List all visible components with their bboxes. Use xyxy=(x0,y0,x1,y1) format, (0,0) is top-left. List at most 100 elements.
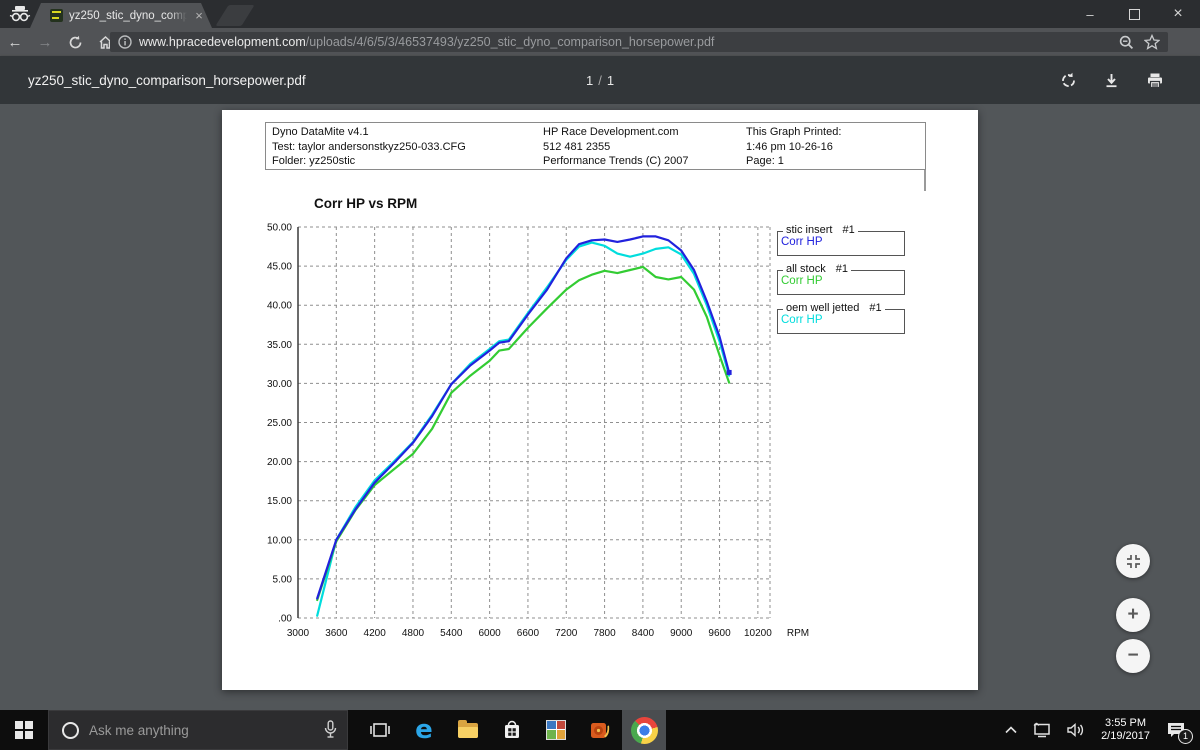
legend-series-name: stic insert xyxy=(786,224,832,236)
network-tray-button[interactable] xyxy=(1032,722,1052,738)
legend-run-number: #1 xyxy=(836,263,848,275)
header-line: HP Race Development.com xyxy=(543,125,689,140)
taskbar-edge[interactable]: e xyxy=(402,710,446,750)
header-line: 512 481 2355 xyxy=(543,140,689,155)
tray-chevron-button[interactable] xyxy=(1004,725,1018,735)
zoom-in-button[interactable]: + xyxy=(1116,598,1150,632)
restore-icon xyxy=(1129,9,1140,20)
url-text: www.hpracedevelopment.com/uploads/4/6/5/… xyxy=(139,35,1109,49)
url-path: /uploads/4/6/5/3/46537493/yz250_stic_dyn… xyxy=(306,35,715,49)
header-line: 1:46 pm 10-26-16 xyxy=(746,140,841,155)
tab-close-icon[interactable]: × xyxy=(191,8,207,23)
legend-run-number: #1 xyxy=(869,302,881,314)
svg-text:10.00: 10.00 xyxy=(267,535,292,546)
header-line: Test: taylor andersonstkyz250-033.CFG xyxy=(272,140,466,155)
back-button[interactable]: ← xyxy=(0,34,30,51)
minimize-button[interactable]: – xyxy=(1068,0,1112,28)
pdf-toolbar: yz250_stic_dyno_comparison_horsepower.pd… xyxy=(0,56,1200,104)
close-button[interactable]: × xyxy=(1156,0,1200,28)
taskbar-file-explorer[interactable] xyxy=(446,710,490,750)
refresh-button[interactable] xyxy=(60,35,90,50)
legend-series-label: Corr HP xyxy=(781,314,823,326)
window-controls: – × xyxy=(1068,0,1200,28)
taskbar-photos[interactable] xyxy=(534,710,578,750)
svg-text:5.00: 5.00 xyxy=(273,574,293,585)
cortana-icon xyxy=(62,722,79,739)
volume-tray-button[interactable] xyxy=(1066,722,1086,738)
legend-series-label: Corr HP xyxy=(781,236,823,248)
svg-text:6000: 6000 xyxy=(478,628,501,639)
taskbar-store[interactable] xyxy=(490,710,534,750)
tab-strip: yz250_stic_dyno_compar × – × xyxy=(0,0,1200,28)
speaker-icon xyxy=(1066,722,1086,738)
taskbar-chrome[interactable] xyxy=(622,710,666,750)
svg-text:20.00: 20.00 xyxy=(267,457,292,468)
clock-time: 3:55 PM xyxy=(1101,717,1150,731)
action-center-button[interactable]: 1 xyxy=(1166,721,1186,739)
svg-text:4200: 4200 xyxy=(364,628,387,639)
svg-text:40.00: 40.00 xyxy=(267,301,292,312)
page-total: 1 xyxy=(607,73,614,88)
svg-text:.00: .00 xyxy=(278,614,292,625)
legend-series-label: Corr HP xyxy=(781,275,823,287)
svg-text:9600: 9600 xyxy=(708,628,731,639)
download-button[interactable] xyxy=(1103,72,1120,89)
search-placeholder: Ask me anything xyxy=(89,723,189,738)
svg-text:4800: 4800 xyxy=(402,628,425,639)
legend-series-name: oem well jetted xyxy=(786,302,859,314)
svg-text:15.00: 15.00 xyxy=(267,496,292,507)
tab-favicon-icon xyxy=(50,9,63,22)
header-line: Dyno DataMite v4.1 xyxy=(272,125,466,140)
svg-text:8400: 8400 xyxy=(632,628,655,639)
task-view-button[interactable] xyxy=(358,710,402,750)
fit-page-button[interactable] xyxy=(1116,544,1150,578)
report-header-col2: HP Race Development.com 512 481 2355 Per… xyxy=(543,125,689,169)
clock-date: 2/19/2017 xyxy=(1101,730,1150,744)
task-view-icon xyxy=(369,721,391,739)
print-button[interactable] xyxy=(1146,72,1164,89)
svg-text:7800: 7800 xyxy=(593,628,616,639)
refresh-icon xyxy=(68,35,83,50)
address-bar[interactable]: www.hpracedevelopment.com/uploads/4/6/5/… xyxy=(110,32,1168,52)
svg-text:35.00: 35.00 xyxy=(267,340,292,351)
fit-page-icon xyxy=(1126,554,1141,569)
browser-tab[interactable]: yz250_stic_dyno_compar × xyxy=(30,3,212,28)
restore-button[interactable] xyxy=(1112,0,1156,28)
page-info-icon[interactable] xyxy=(118,35,132,49)
svg-text:RPM: RPM xyxy=(787,628,809,639)
store-icon xyxy=(502,720,522,740)
photos-icon xyxy=(546,720,566,740)
bookmark-star-icon[interactable] xyxy=(1144,34,1160,50)
header-border-segment xyxy=(924,170,926,191)
svg-text:10200: 10200 xyxy=(744,628,772,639)
legend-stic-insert: stic insert#1 Corr HP xyxy=(777,231,905,256)
pdf-viewer[interactable]: Dyno DataMite v4.1 Test: taylor anderson… xyxy=(0,104,1200,710)
header-line: Page: 1 xyxy=(746,154,841,169)
windows-logo-icon xyxy=(15,721,33,739)
notification-badge: 1 xyxy=(1178,729,1193,744)
taskbar-clock[interactable]: 3:55 PM 2/19/2017 xyxy=(1101,717,1150,744)
svg-text:50.00: 50.00 xyxy=(267,223,292,234)
svg-text:3600: 3600 xyxy=(325,628,348,639)
new-tab-button[interactable] xyxy=(215,5,254,26)
legend-title: oem well jetted #1 xyxy=(783,302,885,314)
microphone-icon[interactable] xyxy=(324,720,337,745)
legend-title: stic insert #1 xyxy=(783,224,858,236)
movies-tv-icon xyxy=(589,720,611,740)
chart-title: Corr HP vs RPM xyxy=(314,196,417,211)
pdf-page: Dyno DataMite v4.1 Test: taylor anderson… xyxy=(222,110,978,690)
zoom-out-button[interactable]: − xyxy=(1116,639,1150,673)
svg-text:9000: 9000 xyxy=(670,628,693,639)
incognito-icon xyxy=(8,5,32,23)
svg-text:30.00: 30.00 xyxy=(267,379,292,390)
cortana-search-box[interactable]: Ask me anything xyxy=(48,710,348,750)
forward-button[interactable]: → xyxy=(30,34,60,51)
legend-run-number: #1 xyxy=(842,224,854,236)
start-button[interactable] xyxy=(0,710,48,750)
report-header-col3: This Graph Printed: 1:46 pm 10-26-16 Pag… xyxy=(746,125,841,169)
zoom-icon[interactable] xyxy=(1119,35,1134,50)
header-line: Folder: yz250stic xyxy=(272,154,466,169)
rotate-button[interactable] xyxy=(1060,72,1077,89)
legend-title: all stock#1 xyxy=(783,263,851,275)
taskbar-movies-tv[interactable] xyxy=(578,710,622,750)
